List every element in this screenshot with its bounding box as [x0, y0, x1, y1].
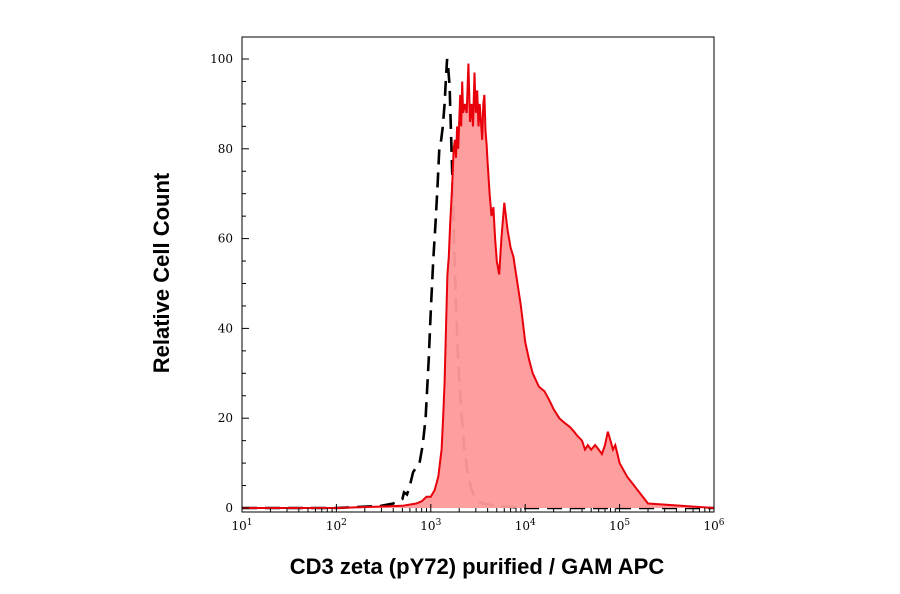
- y-tick-label: 100: [210, 52, 233, 66]
- x-tick-label: 105: [609, 518, 630, 533]
- stained-histogram-area: [242, 63, 714, 508]
- plot-frame: [241, 36, 715, 513]
- y-tick-label: 60: [218, 232, 233, 246]
- x-tick-label: 101: [231, 518, 252, 533]
- axes: 101 102 103 104 105 106 0 20 40 60 80 100: [210, 52, 725, 533]
- x-axis-title: CD3 zeta (pY72) purified / GAM APC: [290, 554, 665, 579]
- x-tick-label: 104: [515, 518, 536, 533]
- plot-area: [242, 58, 715, 510]
- x-tick-label: 102: [326, 518, 347, 533]
- y-tick-label: 40: [218, 321, 233, 335]
- stained-histogram-line: [242, 63, 715, 509]
- x-tick-label: 106: [703, 518, 724, 533]
- y-tick-label: 80: [218, 142, 233, 156]
- y-tick-label: 20: [218, 411, 233, 425]
- x-tick-label: 103: [420, 518, 441, 533]
- y-tick-label: 0: [225, 501, 233, 515]
- y-axis-title: Relative Cell Count: [149, 172, 174, 373]
